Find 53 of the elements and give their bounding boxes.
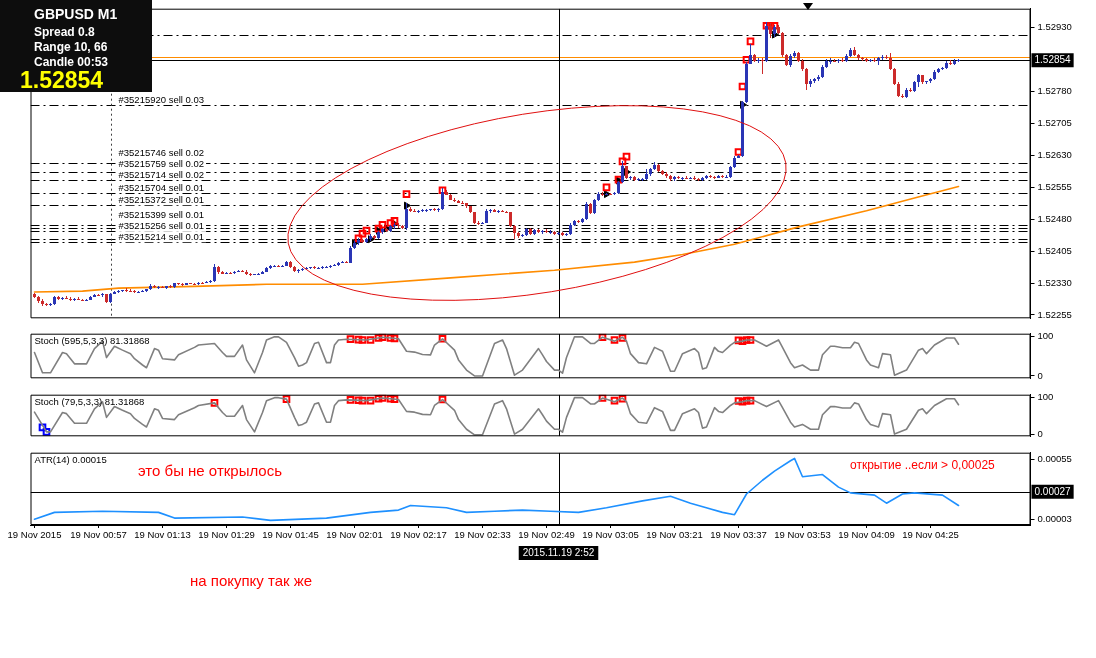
annotation: GBPUSD M1: [34, 6, 118, 22]
annotation: открытие ..если > 0,00025: [850, 458, 996, 472]
x-tick-label: 19 Nov 04:09: [838, 529, 895, 541]
y-tick-label: 1.52255: [1037, 308, 1072, 320]
y-tick-label: 1.52780: [1037, 85, 1072, 97]
ref-line-label: #35215746 sell 0.02: [118, 147, 205, 159]
y-tick-label: 1.52630: [1037, 149, 1072, 161]
x-tick-label: 19 Nov 04:25: [902, 529, 959, 541]
y-tick-label: 1.52705: [1037, 117, 1072, 129]
x-tick-label: 19 Nov 03:37: [710, 529, 767, 541]
y-tick-label: 0.00055: [1037, 453, 1072, 465]
x-tick-label: 19 Nov 2015: [7, 529, 62, 541]
x-tick-label: 19 Nov 03:05: [582, 529, 639, 541]
y-tick-label: 0: [1037, 428, 1043, 440]
chart-title: ATR(14) 0.00015: [34, 453, 107, 465]
ref-line-label: 1.52854: [1034, 54, 1072, 66]
y-tick-label: 1.52480: [1037, 212, 1072, 224]
ref-line-label: #35215920 sell 0.03: [118, 93, 205, 105]
x-tick-label: 19 Nov 02:33: [454, 529, 511, 541]
x-tick-label: 19 Nov 01:45: [262, 529, 319, 541]
ref-line-label: #35215704 sell 0.01: [118, 181, 205, 193]
ref-line-label: #35215372 sell 0.01: [118, 194, 205, 206]
annotation: Candle 00:53: [34, 55, 109, 69]
x-tick-label: 19 Nov 02:01: [326, 529, 383, 541]
y-tick-label: 1.52405: [1037, 244, 1072, 256]
ref-line-label: 0.00027: [1034, 485, 1072, 497]
annotation: Range 10, 66: [34, 40, 108, 54]
ref-line-label: #35215256 sell 0.01: [118, 220, 205, 232]
ref-line-label: #35215399 sell 0.01: [118, 209, 205, 221]
y-tick-label: 1.52330: [1037, 276, 1072, 288]
y-tick-label: 1.52555: [1037, 180, 1072, 192]
x-tick-label: 19 Nov 03:21: [646, 529, 703, 541]
y-tick-label: 0.00003: [1037, 512, 1072, 524]
x-tick-label: 19 Nov 01:29: [198, 529, 255, 541]
x-tick-label: 19 Nov 03:53: [774, 529, 831, 541]
x-tick-label: 19 Nov 02:49: [518, 529, 575, 541]
annotation: 1.52854: [20, 67, 104, 93]
ref-line-label: #35215714 sell 0.02: [118, 169, 205, 181]
chart-title: Stoch (595,5,3,3) 81.31868: [34, 334, 150, 346]
ref-line-label: #35215214 sell 0.01: [118, 231, 205, 243]
x-tick-label: 19 Nov 02:17: [390, 529, 447, 541]
annotation: Spread 0.8: [34, 25, 96, 39]
annotation: это бы не открылось: [138, 462, 283, 479]
text: на покупку так же: [190, 572, 313, 589]
y-tick-label: 100: [1037, 330, 1054, 342]
ref-line-label: #35215759 sell 0.02: [118, 158, 205, 170]
y-tick-label: 100: [1037, 391, 1054, 403]
x-tick-label: 19 Nov 00:57: [70, 529, 127, 541]
y-tick-label: 0: [1037, 369, 1043, 381]
x-tick-label: 19 Nov 01:13: [134, 529, 191, 541]
ref-line-label: 2015.11.19 2:52: [522, 547, 595, 559]
y-tick-label: 1.52930: [1037, 21, 1072, 33]
chart-title: Stoch (79,5,3,3) 81.31868: [34, 395, 145, 407]
